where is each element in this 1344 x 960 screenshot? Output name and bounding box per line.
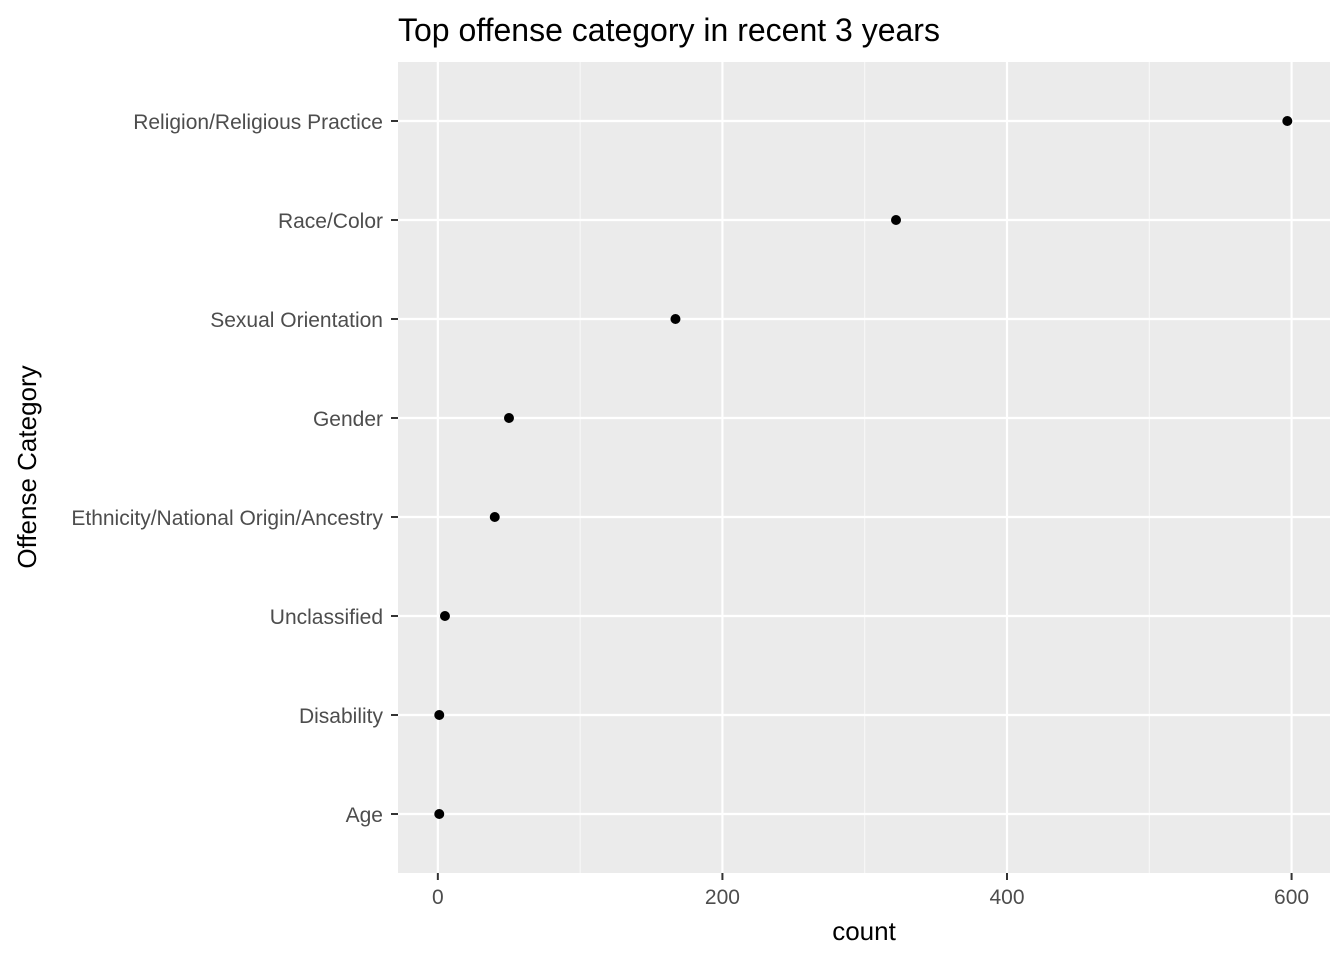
y-axis-title: Offense Category (12, 365, 42, 568)
x-tick-label: 200 (705, 886, 740, 909)
y-axis: Religion/Religious Practice Race/Color Sex… (71, 111, 398, 827)
data-points (434, 116, 1293, 819)
minor-grid (579, 62, 1150, 873)
y-tick-label: Disability (299, 705, 384, 728)
y-tick-label: Gender (313, 408, 383, 431)
y-tick-label: Age (346, 804, 383, 827)
data-point (503, 413, 514, 423)
plot-panel (398, 62, 1330, 873)
data-point (439, 611, 450, 621)
data-point (489, 512, 500, 522)
data-point (670, 314, 681, 324)
x-tick-label: 600 (1274, 886, 1309, 909)
y-tick-label: Ethnicity/National Origin/Ancestry (71, 507, 383, 530)
chart-title: Top offense category in recent 3 years (398, 12, 940, 48)
y-tick-label: Unclassified (270, 606, 383, 629)
data-point (891, 215, 902, 225)
y-tick-label: Religion/Religious Practice (133, 111, 383, 134)
data-point (434, 809, 445, 819)
x-axis: 0 200 400 600 (432, 873, 1309, 909)
x-tick-label: 0 (432, 886, 444, 909)
data-point (434, 710, 445, 720)
x-tick-label: 400 (989, 886, 1024, 909)
x-axis-title: count (832, 916, 896, 946)
y-tick-label: Sexual Orientation (210, 309, 383, 332)
y-tick-label: Race/Color (278, 210, 383, 233)
major-grid (398, 62, 1330, 873)
data-point (1282, 116, 1293, 126)
